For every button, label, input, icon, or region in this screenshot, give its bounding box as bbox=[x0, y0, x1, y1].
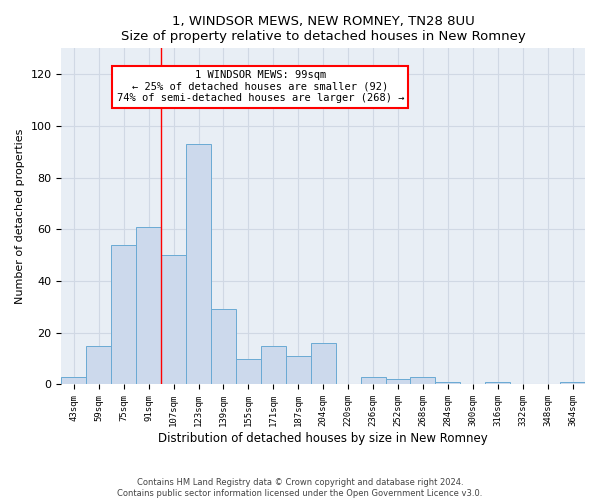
Bar bbox=[186, 144, 211, 384]
Text: 1 WINDSOR MEWS: 99sqm
← 25% of detached houses are smaller (92)
74% of semi-deta: 1 WINDSOR MEWS: 99sqm ← 25% of detached … bbox=[116, 70, 404, 103]
Text: Contains HM Land Registry data © Crown copyright and database right 2024.
Contai: Contains HM Land Registry data © Crown c… bbox=[118, 478, 482, 498]
Bar bbox=[136, 226, 161, 384]
Bar bbox=[386, 380, 410, 384]
Bar bbox=[161, 255, 186, 384]
Bar bbox=[86, 346, 111, 385]
X-axis label: Distribution of detached houses by size in New Romney: Distribution of detached houses by size … bbox=[158, 432, 488, 445]
Bar bbox=[560, 382, 585, 384]
Bar bbox=[361, 376, 386, 384]
Bar bbox=[410, 376, 436, 384]
Bar bbox=[436, 382, 460, 384]
Bar bbox=[236, 358, 261, 384]
Bar bbox=[111, 245, 136, 384]
Y-axis label: Number of detached properties: Number of detached properties bbox=[15, 128, 25, 304]
Bar bbox=[311, 343, 335, 384]
Bar bbox=[286, 356, 311, 384]
Title: 1, WINDSOR MEWS, NEW ROMNEY, TN28 8UU
Size of property relative to detached hous: 1, WINDSOR MEWS, NEW ROMNEY, TN28 8UU Si… bbox=[121, 15, 526, 43]
Bar bbox=[261, 346, 286, 385]
Bar bbox=[485, 382, 510, 384]
Bar bbox=[211, 310, 236, 384]
Bar bbox=[61, 376, 86, 384]
